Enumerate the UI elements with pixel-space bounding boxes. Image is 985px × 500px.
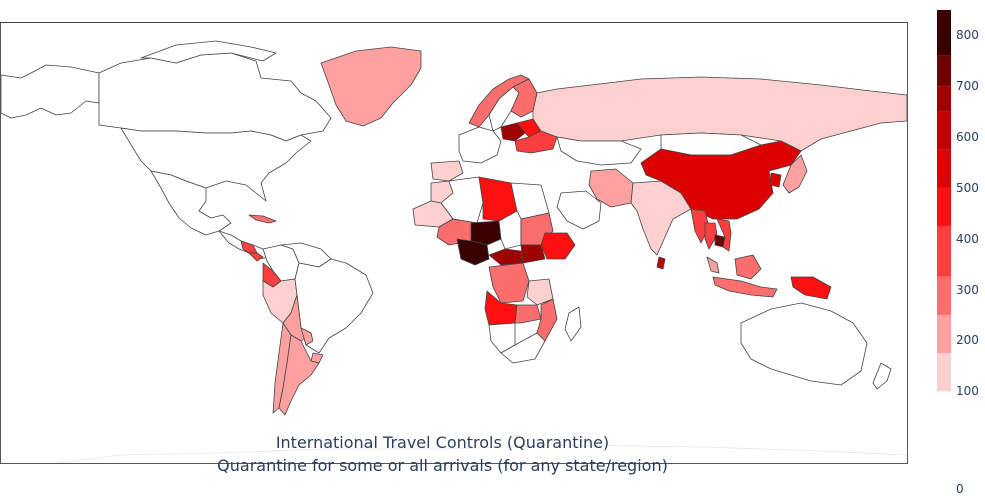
region-alaska[interactable] [1,64,100,119]
colorbar-tick-label: 700 [956,79,979,94]
region-ethiopia[interactable] [540,232,576,260]
colorbar-tick-label: 400 [956,231,979,246]
colorbar-gradient [937,10,951,442]
region-south-africa[interactable] [500,332,546,364]
region-japan[interactable] [782,154,808,194]
colorbar-bin-3 [937,276,951,315]
region-new-zealand[interactable] [872,362,892,390]
region-costa-rica[interactable] [248,252,264,262]
region-australia[interactable] [740,302,868,386]
colorbar-tick-label: 600 [956,130,979,145]
colorbar-bin-5 [937,187,951,226]
region-mexico[interactable] [150,170,232,236]
region-finland[interactable] [510,78,538,118]
colorbar-bin-2 [937,314,951,354]
colorbar-tick-label: 200 [956,333,979,348]
region-paraguay[interactable] [300,327,314,346]
colorbar-bin-9 [937,55,951,87]
region-nigeria[interactable] [456,238,490,266]
colorbar-bin-10 [937,10,951,56]
region-canada[interactable] [98,52,332,142]
region-malaysia[interactable] [706,256,720,274]
colorbar-bin-8 [937,86,951,112]
map-subtitle: Quarantine for some or all arrivals (for… [217,456,668,475]
region-madagascar[interactable] [564,306,582,342]
region-western-europe[interactable] [458,126,502,164]
colorbar-bin-1 [937,353,951,392]
colorbar-tick-label: 500 [956,180,979,195]
region-canada-islands[interactable] [140,40,277,64]
region-saudi-arabia[interactable] [556,190,602,230]
region-kazakhstan[interactable] [556,136,642,166]
region-argentina[interactable] [278,334,320,416]
region-cuba[interactable] [248,214,277,224]
colorbar-bin-6 [937,149,951,188]
colorbar-bin-7 [937,111,951,150]
region-greenland[interactable] [320,46,422,127]
region-thailand[interactable] [704,222,718,250]
region-sri-lanka[interactable] [656,256,666,270]
region-ukraine[interactable] [514,130,558,154]
colorbar-bin-0 [937,391,951,442]
colorbar-tick-label: 800 [956,28,979,43]
region-south-sudan[interactable] [520,244,546,264]
colorbar-tick-label: 100 [956,384,979,399]
region-spain[interactable] [430,160,464,182]
region-poland[interactable] [500,122,526,142]
region-antarctica [53,444,907,463]
region-niger[interactable] [470,220,502,246]
world-choropleth[interactable] [1,23,907,463]
region-zambia[interactable] [514,304,542,324]
region-south-korea[interactable] [770,172,782,188]
colorbar-tick-label: 0 [956,482,964,496]
colorbar-tick-label: 300 [956,282,979,297]
map-plot-area[interactable] [0,22,908,464]
region-iran[interactable] [588,168,634,208]
region-dr-congo[interactable] [488,262,530,304]
colorbar [937,10,951,442]
region-mozambique[interactable] [536,298,558,342]
map-title: International Travel Controls (Quarantin… [275,433,610,452]
region-central-african-republic[interactable] [488,248,524,266]
region-papua-new-guinea[interactable] [790,276,832,300]
region-borneo[interactable] [734,254,762,280]
region-vietnam[interactable] [716,218,732,252]
region-tanzania[interactable] [526,278,554,306]
region-indonesia[interactable] [712,276,778,298]
colorbar-bin-4 [937,226,951,277]
